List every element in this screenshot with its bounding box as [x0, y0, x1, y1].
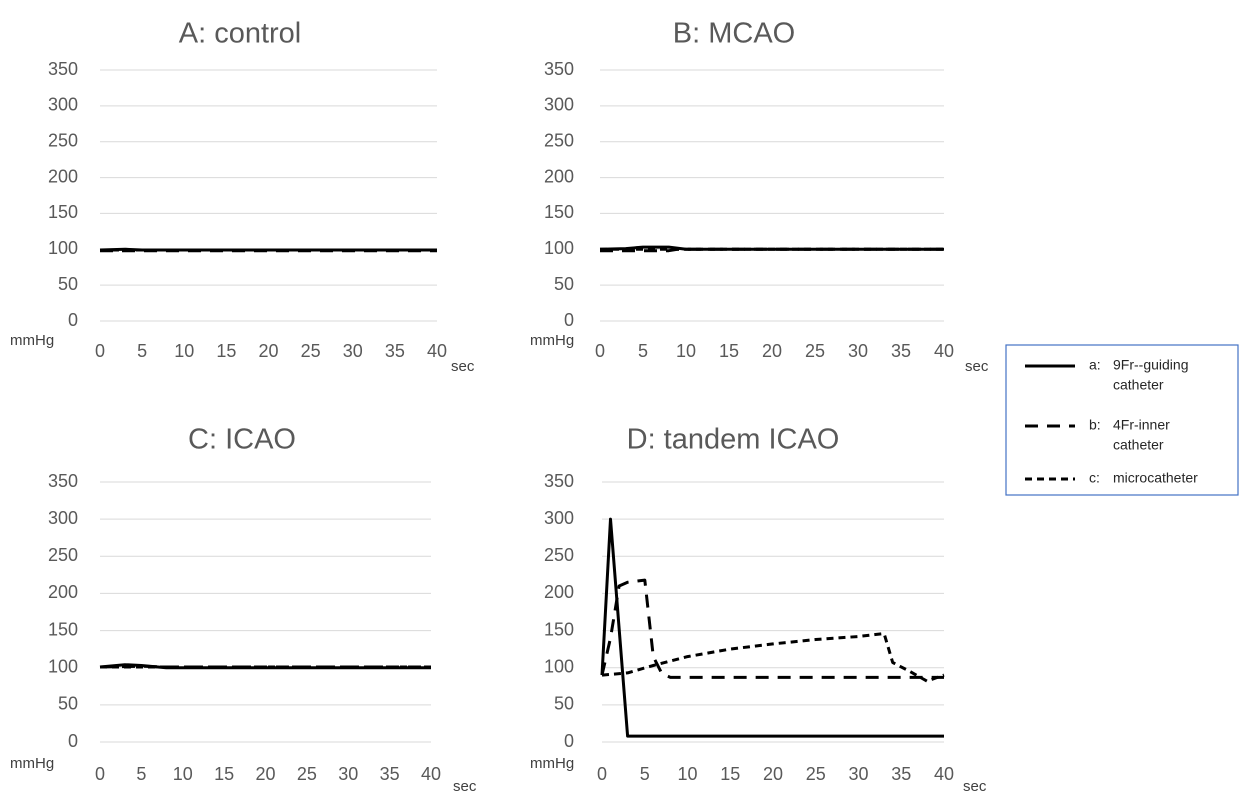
y-tick-label: 200 — [544, 166, 574, 186]
y-tick-label: 150 — [48, 619, 78, 639]
y-axis-label: mmHg — [10, 332, 54, 349]
x-tick-label: 25 — [301, 341, 321, 361]
y-tick-label: 350 — [544, 59, 574, 79]
y-tick-label: 0 — [564, 731, 574, 751]
x-tick-label: 35 — [891, 341, 911, 361]
y-tick-label: 0 — [564, 310, 574, 330]
x-tick-label: 40 — [934, 764, 954, 784]
x-axis-label: sec — [963, 778, 987, 792]
y-tick-label: 200 — [544, 582, 574, 602]
x-tick-label: 25 — [805, 341, 825, 361]
y-tick-label: 300 — [48, 508, 78, 528]
x-tick-label: 25 — [297, 764, 317, 784]
y-tick-label: 100 — [48, 656, 78, 676]
y-tick-label: 50 — [58, 694, 78, 714]
x-tick-label: 40 — [427, 341, 447, 361]
chart-panel-1: B: MCAO 0 50 100 150 200 250 300 350 0 5 10 15 20 25 30… — [530, 18, 989, 375]
x-tick-label: 30 — [343, 341, 363, 361]
x-tick-label: 20 — [255, 764, 275, 784]
y-tick-label: 200 — [48, 582, 78, 602]
x-tick-label: 15 — [719, 341, 739, 361]
y-axis-label: mmHg — [530, 332, 574, 349]
x-tick-label: 5 — [136, 764, 146, 784]
series-line-a — [599, 245, 944, 251]
x-tick-label: 10 — [173, 764, 193, 784]
y-tick-label: 250 — [48, 545, 78, 565]
legend-box — [1005, 344, 1239, 496]
series-line-b — [600, 578, 944, 679]
x-tick-label: 10 — [676, 341, 696, 361]
x-tick-label: 15 — [216, 341, 236, 361]
y-tick-label: 50 — [58, 274, 78, 294]
x-tick-label: 30 — [338, 764, 358, 784]
x-tick-label: 0 — [597, 764, 607, 784]
chart-title: B: MCAO — [673, 18, 795, 50]
x-tick-label: 15 — [214, 764, 234, 784]
x-tick-label: 0 — [595, 341, 605, 361]
x-tick-label: 40 — [934, 341, 954, 361]
x-tick-label: 0 — [95, 764, 105, 784]
x-tick-label: 30 — [848, 341, 868, 361]
y-axis-label: mmHg — [10, 755, 54, 772]
legend-key: c: — [1089, 470, 1100, 486]
y-tick-label: 50 — [554, 694, 574, 714]
y-tick-label: 50 — [554, 274, 574, 294]
chart-title: C: ICAO — [188, 424, 296, 456]
y-tick-label: 100 — [48, 238, 78, 258]
x-axis-label: sec — [453, 778, 477, 792]
y-tick-label: 100 — [544, 656, 574, 676]
y-tick-label: 0 — [68, 310, 78, 330]
x-tick-label: 35 — [380, 764, 400, 784]
chart-panel-0: A: control 0 50 100 150 200 250 300 350 0 5 10 15 20 2… — [10, 18, 475, 375]
y-tick-label: 350 — [48, 471, 78, 491]
y-axis-label: mmHg — [530, 755, 574, 772]
legend-label: 4Fr-inner — [1113, 417, 1170, 433]
y-tick-label: 300 — [544, 95, 574, 115]
y-tick-label: 250 — [544, 130, 574, 150]
chart-panel-3: D: tandem ICAO 0 50 100 150 200 250 300 350 0 5 10 1… — [530, 424, 987, 792]
x-tick-label: 0 — [95, 341, 105, 361]
legend-key: a: — [1089, 357, 1101, 373]
x-tick-label: 25 — [806, 764, 826, 784]
y-tick-label: 150 — [48, 202, 78, 222]
x-tick-label: 35 — [385, 341, 405, 361]
x-tick-label: 30 — [848, 764, 868, 784]
y-tick-label: 350 — [544, 471, 574, 491]
y-tick-label: 150 — [544, 619, 574, 639]
legend-label-cont: catheter — [1113, 377, 1164, 393]
y-tick-label: 300 — [48, 95, 78, 115]
y-tick-label: 300 — [544, 508, 574, 528]
x-tick-label: 10 — [677, 764, 697, 784]
x-axis-label: sec — [965, 358, 989, 375]
series-line-c — [601, 632, 945, 683]
y-tick-label: 100 — [544, 238, 574, 258]
x-tick-label: 15 — [720, 764, 740, 784]
x-tick-label: 40 — [421, 764, 441, 784]
x-axis-label: sec — [451, 358, 475, 375]
x-tick-label: 5 — [137, 341, 147, 361]
y-tick-label: 150 — [544, 202, 574, 222]
y-tick-label: 0 — [68, 731, 78, 751]
x-tick-label: 5 — [638, 341, 648, 361]
y-tick-label: 250 — [48, 130, 78, 150]
chart-title: A: control — [179, 18, 302, 50]
y-tick-label: 200 — [48, 166, 78, 186]
legend-key: b: — [1089, 417, 1101, 433]
x-tick-label: 5 — [640, 764, 650, 784]
legend-label: 9Fr--guiding — [1113, 357, 1188, 373]
chart-title: D: tandem ICAO — [627, 424, 840, 456]
x-tick-label: 20 — [763, 764, 783, 784]
y-tick-label: 350 — [48, 59, 78, 79]
legend: a: 9Fr--guiding catheter b: 4Fr-inner cathete… — [1005, 344, 1239, 496]
chart-panel-2: C: ICAO 0 50 100 150 200 250 300 350 0 5 10 15 20 25 30… — [10, 424, 477, 792]
x-tick-label: 10 — [174, 341, 194, 361]
x-tick-label: 20 — [258, 341, 278, 361]
series-line-a — [600, 517, 944, 738]
x-tick-label: 20 — [762, 341, 782, 361]
legend-label: microcatheter — [1113, 470, 1198, 486]
legend-label-cont: catheter — [1113, 437, 1164, 453]
y-tick-label: 250 — [544, 545, 574, 565]
x-tick-label: 35 — [891, 764, 911, 784]
